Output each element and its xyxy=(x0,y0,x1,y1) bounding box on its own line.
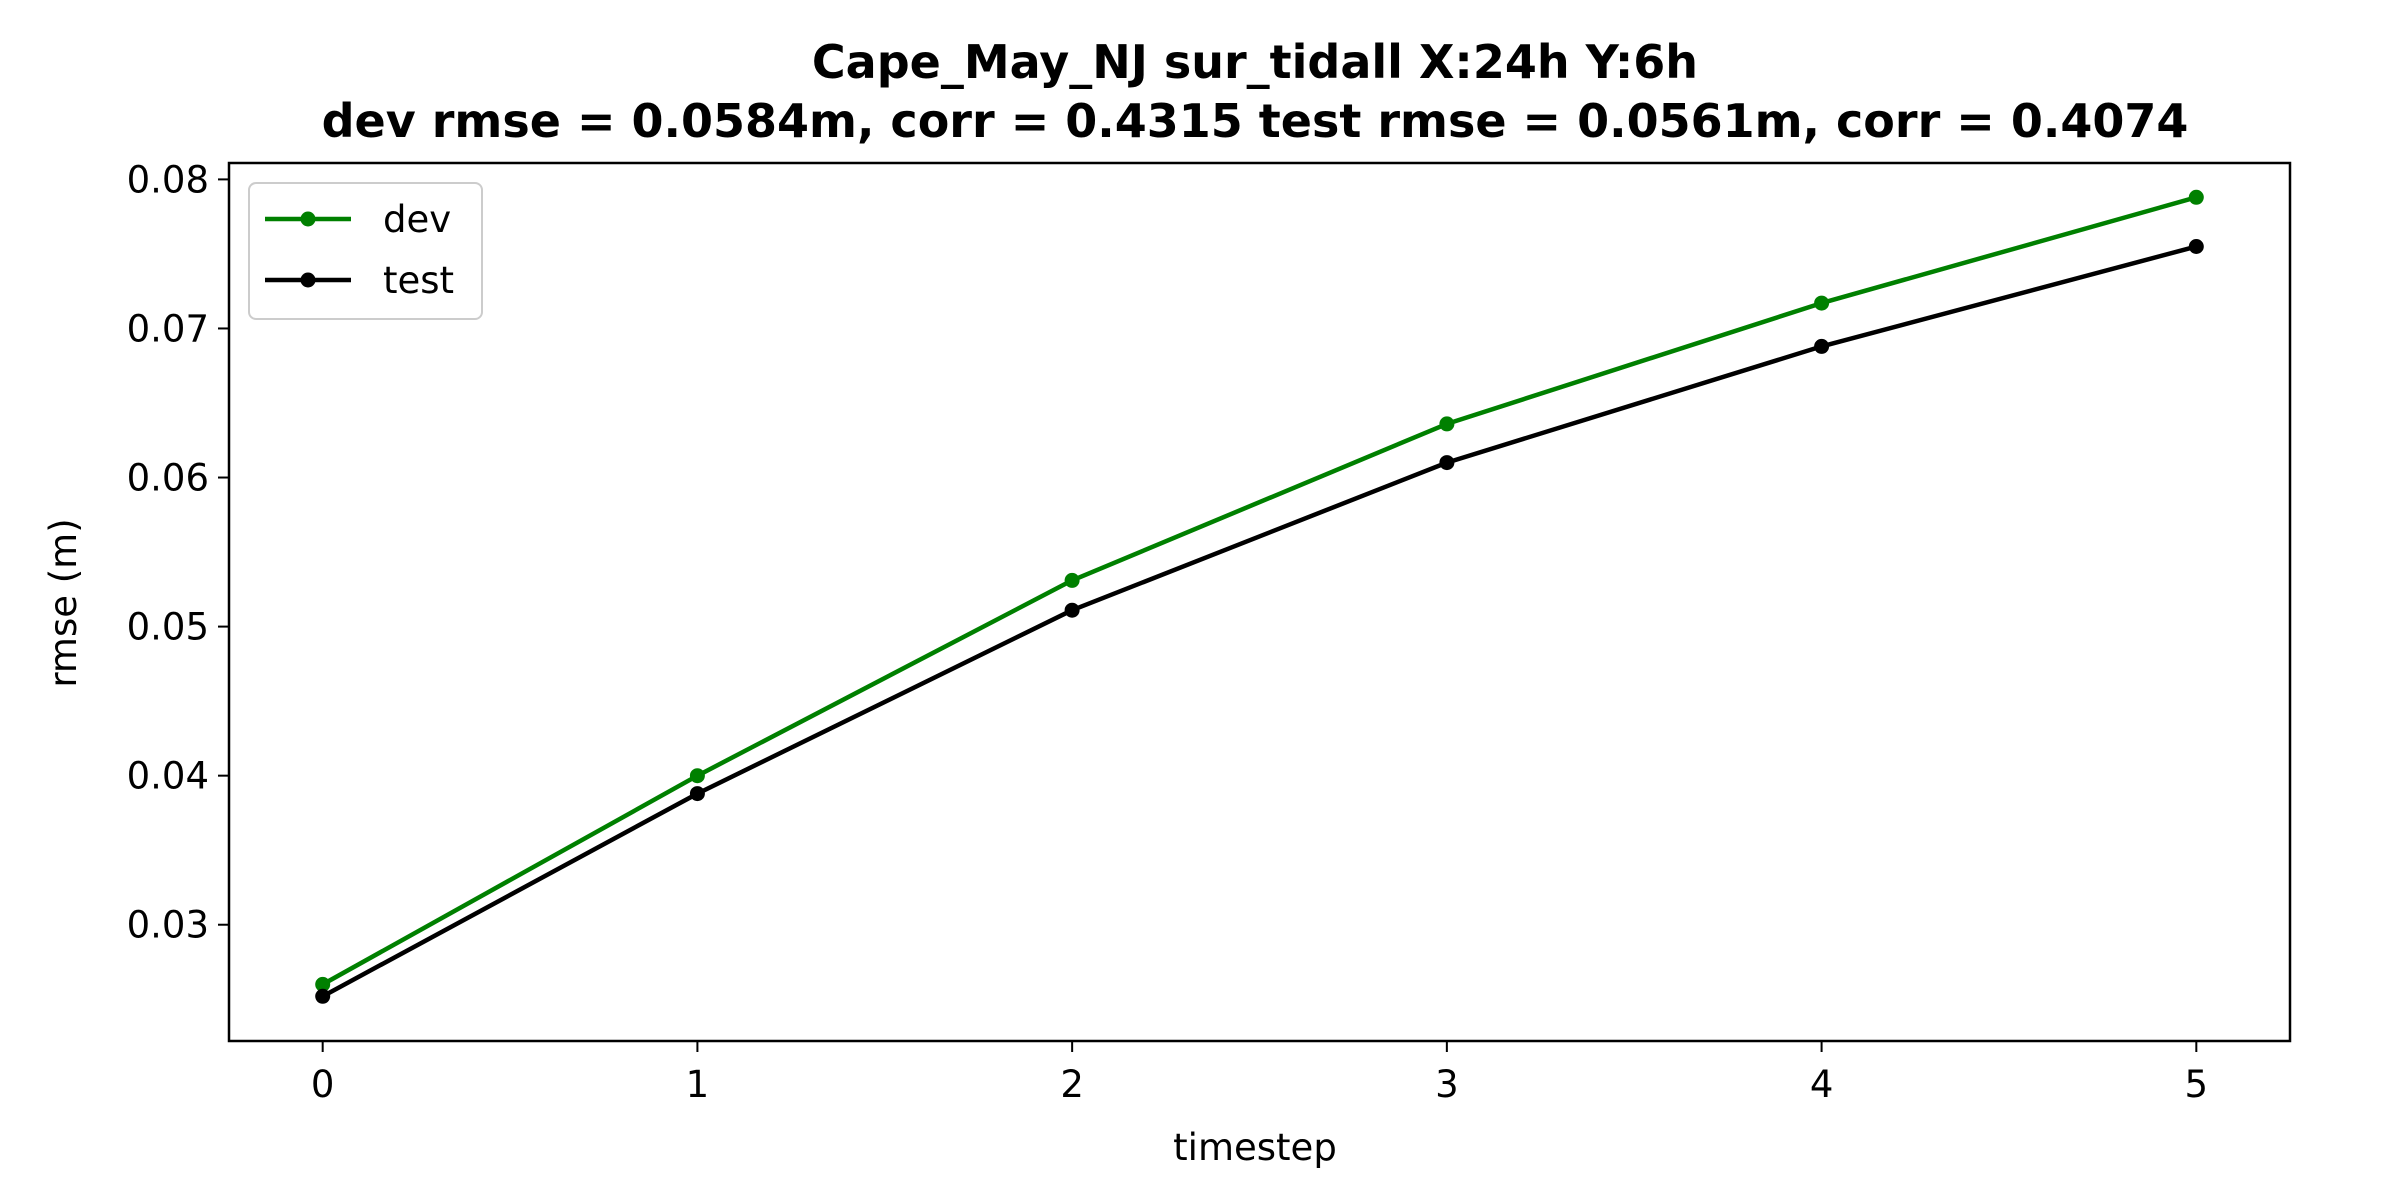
legend-label-dev: dev xyxy=(383,198,451,241)
data-point-dev-5 xyxy=(2188,189,2204,205)
y-axis-label: rmse (m) xyxy=(42,518,85,687)
y-tick-label: 0.06 xyxy=(127,457,209,500)
legend-marker-dev xyxy=(300,211,316,227)
x-tick-label: 0 xyxy=(311,1063,335,1106)
legend-label-test: test xyxy=(383,259,454,302)
data-point-test-1 xyxy=(689,786,705,802)
series-line-dev xyxy=(319,194,2200,988)
x-tick-label: 1 xyxy=(686,1063,710,1106)
chart-title: Cape_May_NJ sur_tidall X:24h Y:6h xyxy=(812,35,1698,89)
data-point-test-4 xyxy=(1814,338,1830,354)
data-point-test-0 xyxy=(315,988,331,1004)
x-tick-label: 2 xyxy=(1060,1063,1084,1106)
data-point-dev-2 xyxy=(1064,572,1080,588)
legend-marker-test xyxy=(300,272,316,288)
y-tick-label: 0.04 xyxy=(127,755,209,798)
legend: dev test xyxy=(248,182,483,320)
x-tick-label: 3 xyxy=(1435,1063,1459,1106)
axes-frame xyxy=(227,161,2292,1043)
data-point-test-5 xyxy=(2188,239,2204,254)
data-point-dev-0 xyxy=(315,976,331,992)
x-tick-label: 5 xyxy=(2185,1063,2209,1106)
y-tick-label: 0.08 xyxy=(127,158,209,201)
data-point-test-3 xyxy=(1439,455,1455,471)
series-line-test xyxy=(319,243,2200,1000)
data-point-test-2 xyxy=(1064,602,1080,618)
x-axis-label: timestep xyxy=(1173,1126,1337,1169)
x-tick-label: 4 xyxy=(1810,1063,1834,1106)
data-point-dev-3 xyxy=(1439,416,1455,432)
y-tick-label: 0.05 xyxy=(127,606,209,649)
y-tick-label: 0.03 xyxy=(127,904,209,947)
plot-area: 0 1 2 3 4 5 0.03 0.04 0.05 0.06 0.07 0.08 xyxy=(127,158,2292,1106)
data-point-dev-1 xyxy=(689,768,705,784)
data-point-dev-4 xyxy=(1814,295,1830,311)
chart-subtitle: dev rmse = 0.0584m, corr = 0.4315 test r… xyxy=(322,94,2189,148)
y-tick-label: 0.07 xyxy=(127,307,209,350)
